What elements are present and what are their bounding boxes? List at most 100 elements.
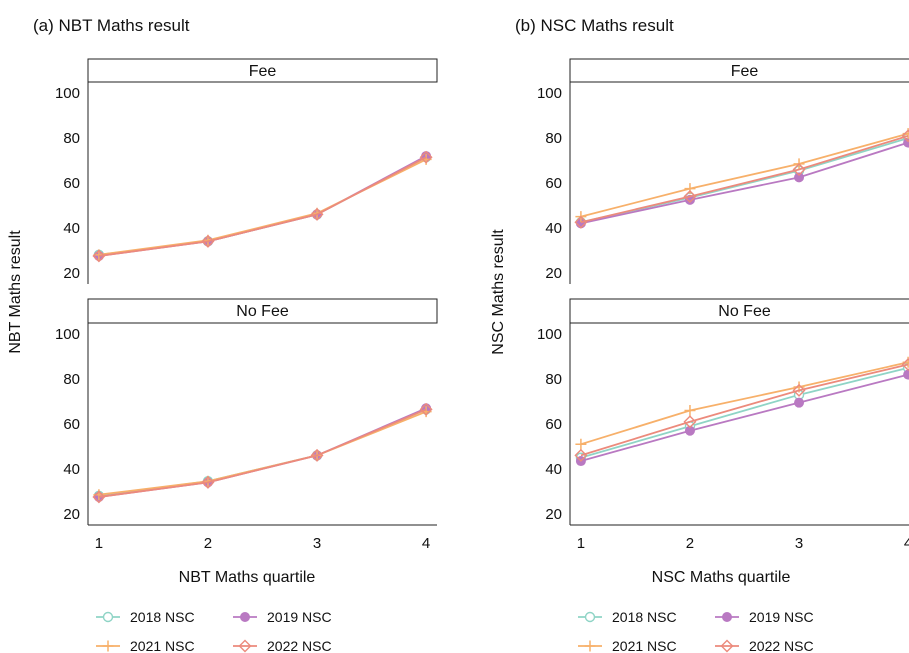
series-2022-nsc [92,402,433,504]
y-tick-label: 100 [537,85,562,102]
marker-point [684,183,696,195]
y-tick-label: 40 [545,220,562,237]
series-2021-nsc [575,128,909,223]
y-tick-label: 100 [55,85,80,102]
marker-point [720,639,734,653]
marker-point [201,475,215,489]
marker-point [419,150,433,164]
marker-point [903,369,909,380]
series-line [98,408,427,498]
facet-strip [569,58,909,83]
x-axis-label: NSC Maths quartile [652,569,791,586]
marker-point [240,612,250,622]
series-2018-nsc [575,362,909,463]
panel-no-fee: No Fee 20 40 60 80 100 [55,298,438,525]
legend-label: 2018 NSC [130,609,195,625]
figure-b-nsc: (b) NSC Maths result NSC Maths result Fee 2… [490,16,909,653]
panel-no-fee: No Fee 20 40 60 80 100 [537,298,909,525]
marker-point [92,249,106,263]
marker-point [102,640,114,652]
y-tick-label: 100 [55,326,80,343]
marker-point [310,448,324,462]
y-tick-label: 80 [545,130,562,147]
x-tick-label: 1 [95,535,103,552]
facet-label: Fee [731,63,759,80]
legend-item: 2019 NSC [715,609,814,625]
series-line [580,141,909,225]
y-tick-label: 60 [545,175,562,192]
x-tick-label: 3 [313,535,321,552]
facet-strip [87,58,438,83]
marker-point [584,640,596,652]
panel-fee: Fee 20 40 60 80 100 [55,58,438,284]
series-line [98,408,427,497]
series-2021-nsc [575,356,909,450]
x-tick-label: 2 [686,535,694,552]
x-tick-label: 4 [422,535,430,552]
series-line [580,363,909,457]
y-tick-label: 40 [63,461,80,478]
legend-label: 2021 NSC [130,638,195,653]
legend-label: 2019 NSC [749,609,814,625]
legend-label: 2021 NSC [612,638,677,653]
y-tick-label: 80 [63,130,80,147]
x-tick-label: 1 [577,535,585,552]
series-2022-nsc [574,358,909,462]
series-2019-nsc [93,151,432,261]
y-axis-label: NBT Maths result [7,230,24,354]
series-2021-nsc [93,153,432,261]
marker-point [683,415,697,429]
legend-label: 2022 NSC [749,638,814,653]
series-2018-nsc [93,404,432,502]
legend-label: 2019 NSC [267,609,332,625]
series-line [98,156,427,257]
y-tick-label: 20 [63,506,80,523]
y-tick-label: 20 [63,265,80,282]
x-axis-label: NBT Maths quartile [179,569,316,586]
y-axis-label: NSC Maths result [490,229,507,355]
marker-point [684,425,695,436]
series-line [580,135,909,224]
y-tick-label: 20 [545,506,562,523]
legend-label: 2018 NSC [612,609,677,625]
facet-label: No Fee [718,303,771,320]
y-tick-label: 40 [63,220,80,237]
series-line [98,407,427,498]
marker-point [684,405,696,417]
marker-point [901,129,909,143]
panel-fee: Fee 20 40 60 80 100 [537,58,909,284]
series-2022-nsc [92,150,433,263]
marker-point [238,639,252,653]
series-line [580,373,909,462]
x-tick-label: 3 [795,535,803,552]
y-tick-label: 60 [63,416,80,433]
marker-point [310,207,324,221]
marker-point [102,611,114,623]
chart-title: (a) NBT Maths result [33,16,190,35]
marker-point [792,383,806,397]
x-tick-label: 4 [904,535,909,552]
series-2019-nsc [93,403,432,502]
facet-label: No Fee [236,303,289,320]
marker-point [901,358,909,372]
series-line [98,155,427,257]
marker-point [794,397,805,408]
legend-item: 2021 NSC [96,638,195,653]
series-2022-nsc [574,129,909,229]
y-tick-label: 100 [537,326,562,343]
facet-label: Fee [249,63,277,80]
marker-point [794,172,805,183]
y-tick-label: 60 [545,416,562,433]
marker-point [201,234,215,248]
series-2018-nsc [93,151,432,261]
series-2019-nsc [575,369,909,467]
legend-label: 2022 NSC [267,638,332,653]
y-tick-label: 80 [63,371,80,388]
series-line [98,156,427,256]
marker-point [792,163,806,177]
legend-item: 2018 NSC [578,609,677,625]
facet-strip [569,298,909,324]
figure-a-nbt: (a) NBT Maths result NBT Maths result Fee 2… [7,16,438,653]
legend: 2018 NSC 2019 NSC 2021 NSC 2022 NSC [96,609,332,653]
